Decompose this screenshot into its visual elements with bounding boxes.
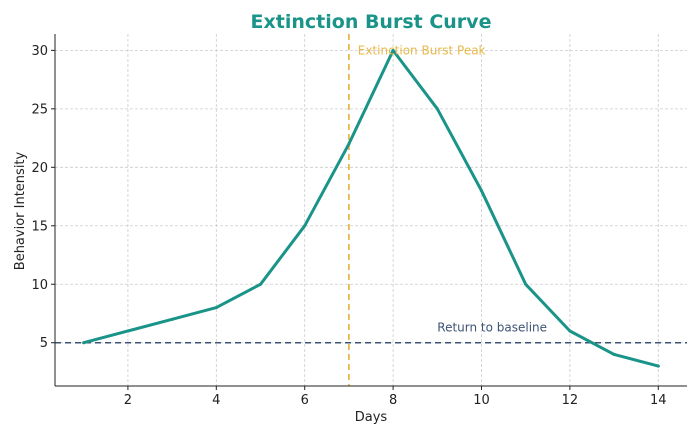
data-point: [259, 282, 263, 286]
x-tick-label: 14: [650, 393, 667, 408]
chart-title: Extinction Burst Curve: [251, 11, 492, 33]
data-point: [612, 352, 616, 356]
annotations: Extinction Burst Peak Return to baseline: [358, 43, 547, 334]
x-tick-label: 6: [301, 393, 309, 408]
data-point: [656, 364, 660, 368]
x-tick-label: 10: [473, 393, 490, 408]
data-point: [303, 224, 307, 228]
data-point: [126, 329, 130, 333]
annotation-label: Return to baseline: [437, 321, 547, 335]
x-tick-label: 8: [389, 393, 397, 408]
data-point: [347, 142, 351, 146]
data-point: [479, 189, 483, 193]
y-ticks: 5 10 15 20 25 30: [31, 44, 55, 351]
data-point: [82, 341, 86, 345]
grid: [55, 34, 687, 386]
x-tick-label: 2: [124, 393, 132, 408]
series-group: [82, 48, 660, 368]
data-point: [214, 306, 218, 310]
series-line: [82, 48, 660, 368]
data-point: [170, 317, 174, 321]
x-tick-label: 4: [212, 393, 220, 408]
y-axis-label: Behavior Intensity: [13, 151, 28, 270]
y-tick-label: 20: [31, 161, 48, 176]
y-tick-label: 5: [40, 336, 48, 351]
y-tick-label: 30: [31, 44, 48, 59]
x-axis-label: Days: [355, 410, 388, 425]
data-point: [435, 107, 439, 111]
y-tick-label: 25: [31, 102, 48, 117]
data-point: [391, 48, 395, 52]
data-point: [568, 329, 572, 333]
data-point: [524, 282, 528, 286]
x-ticks: 2 4 6 8 10 12 14: [124, 386, 667, 408]
annotation-label: Extinction Burst Peak: [358, 43, 486, 57]
reference-lines: [55, 34, 687, 386]
x-tick-label: 12: [562, 393, 579, 408]
axes: [54, 34, 687, 387]
y-tick-label: 15: [31, 219, 48, 234]
y-tick-label: 10: [31, 278, 48, 293]
